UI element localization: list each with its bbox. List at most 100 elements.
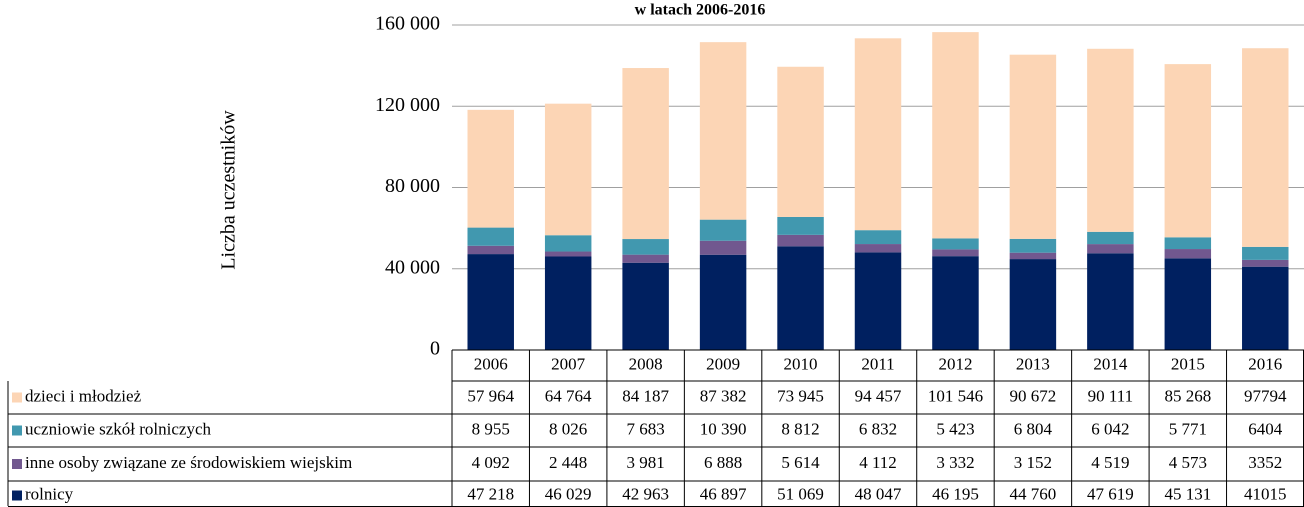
bar-segment — [777, 66, 824, 217]
legend-key — [12, 459, 22, 469]
bar-segment — [699, 240, 747, 255]
chart-title: w latach 2006-2016 — [635, 2, 766, 19]
data-label: 6 888 — [704, 453, 742, 472]
bar-segment — [544, 256, 592, 350]
legend-key — [12, 425, 22, 436]
data-label: 4 519 — [1091, 453, 1129, 472]
y-axis-label: Liczba uczestników — [218, 110, 240, 270]
data-label: 46 195 — [932, 484, 979, 503]
data-label: 44 760 — [1010, 484, 1057, 503]
bar-segment — [1009, 252, 1057, 260]
data-label: 6 042 — [1091, 419, 1129, 438]
bar-segment — [699, 219, 747, 241]
bar-segment — [467, 254, 514, 350]
data-label: 87 382 — [700, 386, 747, 405]
data-label: 6 804 — [1014, 419, 1053, 438]
y-tick-label: 40 000 — [385, 256, 440, 278]
bar-segment — [777, 234, 824, 247]
legend-key — [12, 490, 22, 501]
legend-label: rolnicy — [25, 484, 74, 503]
data-label: 46 029 — [545, 484, 592, 503]
bar-segment — [622, 239, 669, 255]
x-tick-label: 2007 — [551, 354, 586, 373]
bar-segment — [932, 256, 979, 350]
bar-segment — [854, 244, 902, 253]
bar-segment — [854, 252, 902, 350]
data-label: 4 573 — [1169, 453, 1207, 472]
bar-segment — [699, 42, 747, 220]
bar-segment — [1164, 249, 1212, 259]
bar-segment — [1242, 246, 1289, 260]
x-tick-label: 2016 — [1248, 354, 1282, 373]
data-label: 8 026 — [549, 419, 587, 438]
data-label: 47 619 — [1087, 484, 1134, 503]
bar-segment — [1164, 237, 1212, 250]
data-label: 48 047 — [855, 484, 902, 503]
bar-segment — [1164, 64, 1212, 238]
bar-segment — [777, 246, 824, 350]
data-label: 10 390 — [700, 419, 747, 438]
data-label: 6 832 — [859, 419, 897, 438]
data-label: 6404 — [1248, 419, 1283, 438]
bar-segment — [544, 235, 592, 252]
data-label: 3352 — [1248, 453, 1282, 472]
bar-segment — [1242, 266, 1289, 350]
data-label: 42 963 — [622, 484, 669, 503]
data-label: 45 131 — [1164, 484, 1211, 503]
bar-segment — [1242, 259, 1289, 267]
x-tick-label: 2008 — [629, 354, 663, 373]
bar-segment — [467, 227, 514, 246]
bar-segment — [467, 245, 514, 255]
x-tick-label: 2011 — [861, 354, 894, 373]
bar-segment — [1009, 54, 1057, 239]
data-label: 85 268 — [1164, 386, 1211, 405]
bar-segment — [777, 216, 824, 235]
x-tick-label: 2013 — [1016, 354, 1050, 373]
x-tick-label: 2009 — [706, 354, 740, 373]
legend-label: uczniowie szkół rolniczych — [25, 419, 211, 438]
legend-key — [12, 392, 22, 403]
bar-segment — [622, 262, 669, 350]
data-label: 64 764 — [545, 386, 592, 405]
y-tick-label: 160 000 — [375, 13, 440, 35]
bar-segment — [932, 249, 979, 257]
bar-segment — [1087, 48, 1134, 232]
bar-segment — [932, 32, 979, 239]
bar-segment — [622, 68, 669, 240]
data-label: 41015 — [1244, 484, 1287, 503]
x-tick-label: 2012 — [938, 354, 972, 373]
data-label: 2 448 — [549, 453, 587, 472]
data-label: 47 218 — [467, 484, 514, 503]
bar-segment — [1087, 253, 1134, 350]
data-label: 51 069 — [777, 484, 824, 503]
data-label: 5 771 — [1169, 419, 1207, 438]
data-label: 3 332 — [936, 453, 974, 472]
data-label: 57 964 — [467, 386, 514, 405]
data-label: 3 152 — [1014, 453, 1052, 472]
data-label: 97794 — [1244, 386, 1287, 405]
bar-segment — [544, 103, 592, 236]
x-tick-label: 2010 — [784, 354, 818, 373]
data-label: 84 187 — [622, 386, 669, 405]
data-label: 4 092 — [472, 453, 510, 472]
data-label: 90 672 — [1010, 386, 1057, 405]
bar-segment — [1009, 259, 1057, 350]
data-label: 46 897 — [700, 484, 747, 503]
bar-segment — [1087, 244, 1134, 254]
y-tick-label: 120 000 — [375, 94, 440, 116]
bar-segment — [699, 254, 747, 350]
legend-label: inne osoby związane ze środowiskiem wiej… — [25, 453, 352, 472]
data-label: 5 423 — [936, 419, 974, 438]
data-label: 5 614 — [781, 453, 820, 472]
x-tick-label: 2014 — [1093, 354, 1128, 373]
bar-segment — [1242, 48, 1289, 247]
bar-segment — [854, 38, 902, 231]
bar-segment — [932, 238, 979, 250]
bar-segment — [1009, 238, 1057, 253]
data-label: 8 812 — [781, 419, 819, 438]
bar-segment — [1087, 231, 1134, 245]
legend-label: dzieci i młodzież — [25, 386, 142, 405]
data-label: 90 111 — [1088, 386, 1134, 405]
bar-segment — [467, 109, 514, 228]
